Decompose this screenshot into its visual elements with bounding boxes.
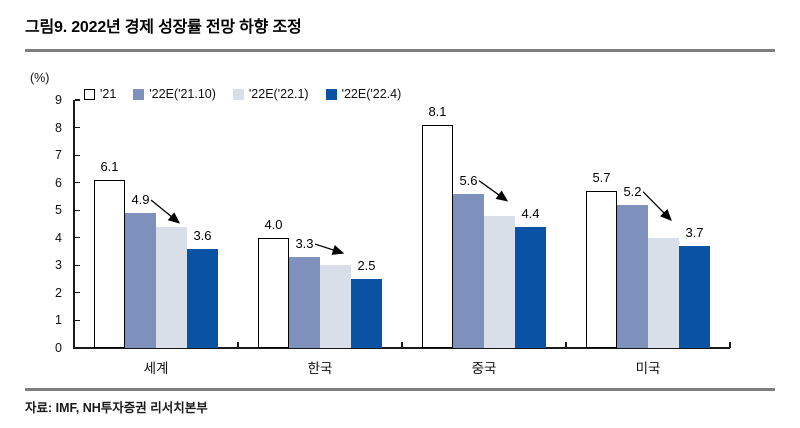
- y-tick-mark: [74, 99, 80, 101]
- value-label: 3.6: [193, 227, 212, 243]
- category-label: 한국: [307, 361, 333, 376]
- y-tick-label: 5: [55, 203, 62, 218]
- bar-세계-series1: [125, 212, 156, 348]
- category-label: 미국: [635, 361, 661, 376]
- bar-중국-series1: [453, 193, 484, 348]
- y-tick-label: 7: [55, 148, 62, 163]
- y-tick-mark: [74, 126, 80, 129]
- title-divider-line: [25, 49, 775, 52]
- bar-미국-series3: [679, 246, 710, 348]
- bar-미국-series0: [586, 190, 617, 348]
- y-tick-mark: [74, 347, 80, 349]
- legend-item-0: '21: [84, 87, 116, 101]
- value-label: 5.6: [459, 172, 478, 188]
- legend-label: '22E('21.10): [149, 87, 216, 101]
- value-label: 5.2: [623, 183, 642, 199]
- y-tick-mark: [74, 237, 80, 239]
- legend-swatch-icon: [84, 88, 95, 100]
- y-tick-label: 2: [55, 285, 62, 300]
- bar-한국-series0: [258, 237, 289, 348]
- value-label: 2.5: [357, 258, 376, 274]
- bar-중국-series3: [515, 226, 546, 348]
- value-label: 3.3: [295, 236, 314, 252]
- value-label: 6.1: [100, 158, 119, 174]
- bar-한국-series3: [351, 279, 382, 348]
- legend-item-2: '22E('22.1): [232, 87, 309, 101]
- x-tick-mark: [729, 342, 731, 348]
- category-label: 세계: [143, 361, 169, 376]
- value-label: 4.9: [131, 191, 150, 207]
- legend-label: '22E('22.1): [248, 87, 309, 101]
- y-tick-label: 4: [55, 230, 62, 245]
- x-tick-mark: [237, 342, 239, 348]
- value-label: 4.0: [264, 216, 283, 232]
- value-label: 5.7: [592, 169, 611, 185]
- y-axis-unit-label: (%): [30, 71, 50, 85]
- legend-swatch-icon: [232, 88, 244, 100]
- bar-중국-series0: [422, 124, 453, 348]
- y-tick-label: 8: [55, 120, 62, 135]
- bar-한국-series2: [320, 265, 351, 348]
- bar-미국-series2: [648, 237, 679, 348]
- y-tick-mark: [74, 319, 80, 322]
- x-tick-mark: [565, 342, 567, 348]
- footer-divider-line: [25, 388, 775, 391]
- y-tick-mark: [74, 209, 80, 211]
- bar-한국-series1: [289, 257, 320, 348]
- y-tick-mark: [74, 264, 80, 266]
- x-tick-mark: [73, 342, 75, 348]
- y-axis-line: [73, 100, 75, 348]
- legend-swatch-icon: [325, 88, 337, 100]
- y-tick-mark: [74, 154, 80, 156]
- bar-세계-series3: [187, 248, 218, 348]
- legend-label: '21: [100, 87, 117, 101]
- figure-title: 그림9. 2022년 경제 성장률 전망 하향 조정: [25, 19, 302, 36]
- y-tick-mark: [74, 182, 80, 184]
- value-label: 8.1: [428, 103, 447, 119]
- category-label: 중국: [471, 361, 497, 376]
- chart-legend: '21 '22E('21.10) '22E('22.1) '22E('22.4): [84, 87, 401, 101]
- legend-label: '22E('22.4): [341, 87, 402, 101]
- value-label: 3.7: [685, 225, 704, 241]
- source-note: 자료: IMF, NH투자증권 리서치본부: [25, 401, 208, 415]
- bar-미국-series1: [617, 204, 648, 348]
- bar-세계-series0: [94, 179, 125, 348]
- bar-세계-series2: [156, 226, 187, 348]
- legend-swatch-icon: [133, 88, 145, 100]
- bar-중국-series2: [484, 215, 515, 348]
- y-tick-label: 6: [55, 175, 62, 190]
- y-tick-label: 1: [55, 313, 62, 328]
- y-tick-label: 3: [55, 258, 62, 273]
- legend-item-1: '22E('21.10): [133, 87, 216, 101]
- value-label: 4.4: [521, 205, 540, 221]
- legend-item-3: '22E('22.4): [325, 87, 402, 101]
- y-tick-mark: [74, 292, 80, 294]
- x-tick-mark: [401, 342, 403, 348]
- y-tick-label: 0: [55, 341, 62, 355]
- y-tick-label: 9: [55, 93, 62, 107]
